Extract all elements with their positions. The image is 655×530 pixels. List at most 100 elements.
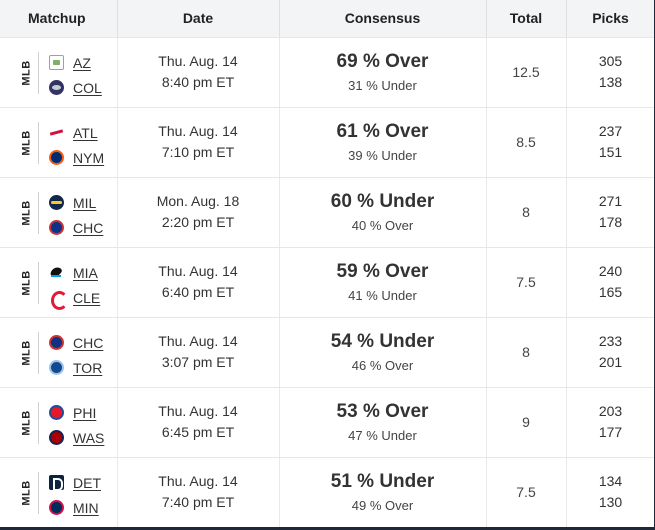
consensus-sub: 40 % Over xyxy=(351,217,414,233)
teams: AZ COL xyxy=(49,52,102,99)
picks-team-1: 233 xyxy=(598,333,623,349)
table-row[interactable]: MLB MIA CLE Thu. Aug. 14 6:40 pm ET 59 %… xyxy=(0,247,655,318)
date-cell: Thu. Aug. 14 7:10 pm ET xyxy=(117,107,280,178)
league-divider xyxy=(38,51,39,94)
team-1[interactable]: DET xyxy=(49,472,101,494)
table-row[interactable]: MLB MIL CHC Mon. Aug. 18 2:20 pm ET 60 %… xyxy=(0,177,655,248)
league-label: MLB xyxy=(18,55,36,91)
league-text: MLB xyxy=(21,129,34,156)
consensus-main: 60 % Under xyxy=(330,190,435,212)
team-2[interactable]: MIN xyxy=(49,497,101,519)
picks-team-1: 203 xyxy=(598,403,623,419)
table-row[interactable]: MLB PHI WAS Thu. Aug. 14 6:45 pm ET 53 %… xyxy=(0,387,655,458)
team-2[interactable]: CHC xyxy=(49,217,103,239)
team-1-link[interactable]: ATL xyxy=(73,124,98,141)
league-label: MLB xyxy=(18,405,36,441)
brewers-logo-icon xyxy=(49,195,64,210)
date-cell: Thu. Aug. 14 3:07 pm ET xyxy=(117,317,280,388)
consensus-cell: 69 % Over 31 % Under xyxy=(279,37,487,108)
cubs-logo-icon xyxy=(49,335,64,350)
picks-cell: 134 130 xyxy=(566,457,655,528)
team-2[interactable]: WAS xyxy=(49,427,104,449)
picks-team-1: 134 xyxy=(598,473,623,489)
team-1[interactable]: MIA xyxy=(49,262,100,284)
picks-team-2: 138 xyxy=(598,74,623,90)
consensus-main: 51 % Under xyxy=(330,470,435,492)
league-text: MLB xyxy=(21,339,34,366)
total-value: 9 xyxy=(522,414,530,430)
header-picks[interactable]: Picks xyxy=(566,0,655,38)
table-row[interactable]: MLB AZ COL Thu. Aug. 14 8:40 pm ET 69 % … xyxy=(0,37,655,108)
teams: MIA CLE xyxy=(49,262,101,310)
game-date: Mon. Aug. 18 xyxy=(156,193,240,209)
table-row[interactable]: MLB ATL NYM Thu. Aug. 14 7:10 pm ET 61 %… xyxy=(0,107,655,178)
league-divider xyxy=(38,191,39,234)
team-1[interactable]: ATL xyxy=(49,122,104,144)
league-label: MLB xyxy=(18,195,36,231)
team-1-link[interactable]: PHI xyxy=(73,404,97,421)
team-1-link[interactable]: CHC xyxy=(73,334,104,351)
team-2-link[interactable]: CLE xyxy=(73,289,101,306)
team-2-link[interactable]: TOR xyxy=(73,359,103,376)
team-1-link[interactable]: AZ xyxy=(73,54,91,71)
picks-team-2: 177 xyxy=(598,424,623,440)
teams: PHI WAS xyxy=(49,402,104,449)
date-cell: Thu. Aug. 14 6:45 pm ET xyxy=(117,387,280,458)
tigers-logo-icon xyxy=(49,475,64,491)
game-time: 8:40 pm ET xyxy=(161,74,235,90)
league-label: MLB xyxy=(18,265,36,301)
matchup-cell: MLB ATL NYM xyxy=(0,107,118,178)
team-2[interactable]: CLE xyxy=(49,287,101,310)
game-date: Thu. Aug. 14 xyxy=(158,333,238,349)
teams: CHC TOR xyxy=(49,332,103,379)
date-cell: Thu. Aug. 14 7:40 pm ET xyxy=(117,457,280,528)
picks-team-2: 201 xyxy=(598,354,623,370)
total-value: 7.5 xyxy=(516,484,536,500)
team-1-link[interactable]: MIA xyxy=(73,264,98,281)
game-date: Thu. Aug. 14 xyxy=(158,403,238,419)
team-2-link[interactable]: NYM xyxy=(73,149,105,166)
braves-logo-icon xyxy=(49,125,64,140)
league-divider xyxy=(38,401,39,444)
header-total[interactable]: Total xyxy=(486,0,567,38)
league-text: MLB xyxy=(21,59,34,86)
header-consensus[interactable]: Consensus xyxy=(279,0,487,38)
team-1[interactable]: MIL xyxy=(49,192,103,214)
matchup-cell: MLB MIA CLE xyxy=(0,247,118,318)
league-text: MLB xyxy=(21,269,34,296)
team-1-link[interactable]: MIL xyxy=(73,194,97,211)
game-date: Thu. Aug. 14 xyxy=(158,263,238,279)
header-date[interactable]: Date xyxy=(117,0,280,38)
total-cell: 12.5 xyxy=(486,37,567,108)
table-row[interactable]: MLB DET MIN Thu. Aug. 14 7:40 pm ET 51 %… xyxy=(0,457,655,528)
matchup-cell: MLB PHI WAS xyxy=(0,387,118,458)
team-1[interactable]: CHC xyxy=(49,332,103,354)
picks-team-2: 165 xyxy=(598,284,623,300)
league-label: MLB xyxy=(18,475,36,511)
total-value: 7.5 xyxy=(516,274,536,290)
league-divider xyxy=(38,471,39,514)
nationals-logo-icon xyxy=(49,430,64,445)
team-2-link[interactable]: WAS xyxy=(73,429,105,446)
team-1-link[interactable]: DET xyxy=(73,474,101,491)
guardians-logo-icon xyxy=(49,290,68,310)
team-2-link[interactable]: MIN xyxy=(73,499,99,516)
header-matchup[interactable]: Matchup xyxy=(0,0,118,38)
consensus-sub: 41 % Under xyxy=(348,287,417,303)
game-time: 6:40 pm ET xyxy=(161,284,235,300)
team-1[interactable]: AZ xyxy=(49,52,102,74)
league-text: MLB xyxy=(21,479,34,506)
league-divider xyxy=(38,121,39,164)
team-1[interactable]: PHI xyxy=(49,402,104,424)
table-row[interactable]: MLB CHC TOR Thu. Aug. 14 3:07 pm ET 54 %… xyxy=(0,317,655,388)
team-2[interactable]: TOR xyxy=(49,357,103,379)
team-2-link[interactable]: CHC xyxy=(73,219,104,236)
team-2[interactable]: COL xyxy=(49,77,102,99)
team-2[interactable]: NYM xyxy=(49,147,104,169)
matchup-cell: MLB CHC TOR xyxy=(0,317,118,388)
phillies-logo-icon xyxy=(49,405,64,420)
team-2-link[interactable]: COL xyxy=(73,79,102,96)
picks-cell: 271 178 xyxy=(566,177,655,248)
consensus-cell: 54 % Under 46 % Over xyxy=(279,317,487,388)
picks-cell: 305 138 xyxy=(566,37,655,108)
